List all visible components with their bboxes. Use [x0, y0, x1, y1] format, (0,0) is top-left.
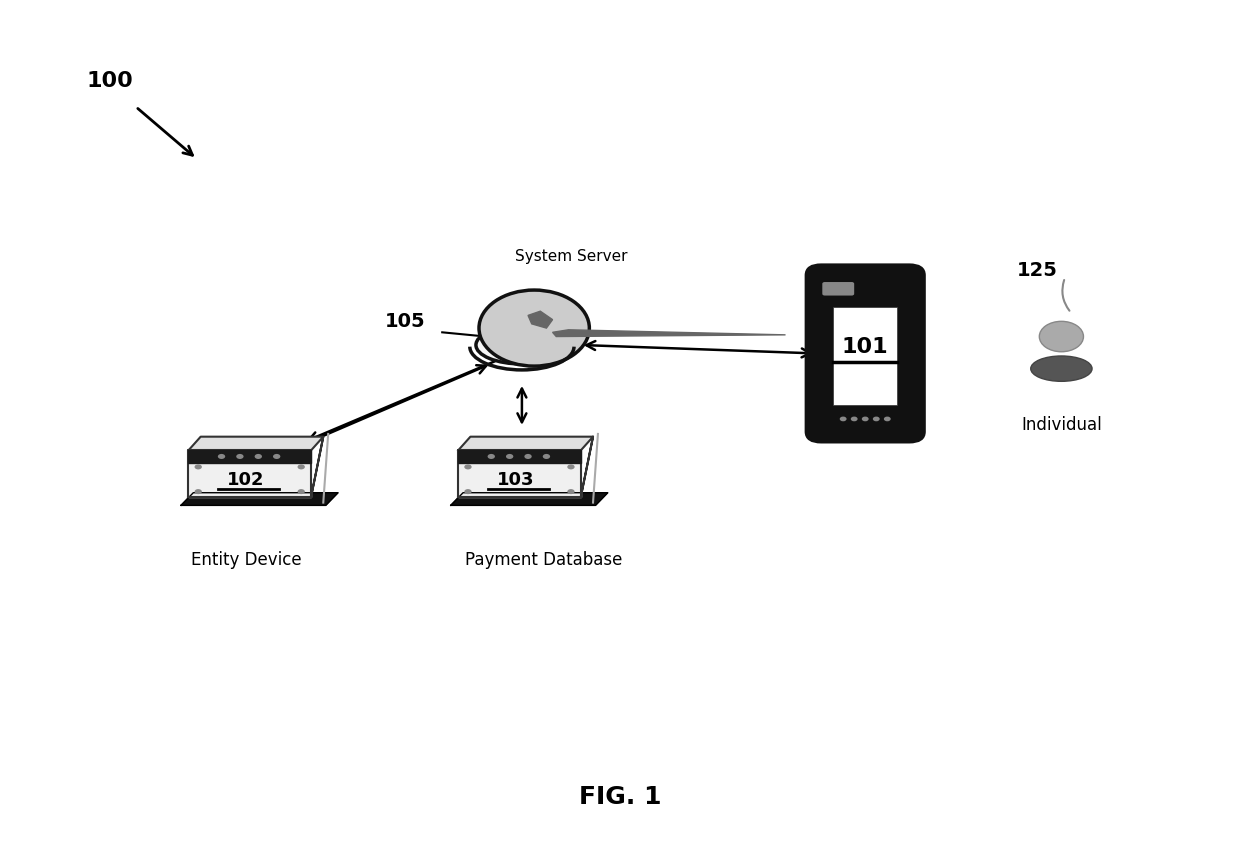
Polygon shape [451, 493, 608, 505]
Circle shape [254, 454, 262, 459]
Circle shape [567, 465, 574, 469]
Circle shape [851, 417, 858, 421]
Polygon shape [458, 436, 593, 450]
FancyBboxPatch shape [833, 307, 897, 405]
Circle shape [479, 290, 589, 366]
Polygon shape [188, 450, 311, 463]
Polygon shape [188, 450, 311, 497]
Circle shape [487, 454, 495, 459]
Polygon shape [458, 450, 580, 497]
Circle shape [195, 489, 202, 494]
Circle shape [862, 417, 869, 421]
Circle shape [839, 417, 847, 421]
Polygon shape [181, 493, 339, 505]
Circle shape [873, 417, 879, 421]
Circle shape [525, 454, 532, 459]
Text: FIG. 1: FIG. 1 [579, 785, 661, 809]
Text: 101: 101 [842, 337, 889, 356]
Circle shape [273, 454, 280, 459]
Text: Entity Device: Entity Device [191, 551, 301, 570]
Text: 100: 100 [87, 71, 134, 91]
Circle shape [543, 454, 551, 459]
Polygon shape [458, 450, 580, 463]
Text: 102: 102 [227, 472, 265, 490]
Polygon shape [580, 436, 593, 497]
Circle shape [298, 465, 305, 469]
Circle shape [237, 454, 243, 459]
Circle shape [884, 417, 890, 421]
Circle shape [567, 489, 574, 494]
Polygon shape [553, 330, 785, 337]
Text: 125: 125 [1017, 261, 1058, 280]
FancyBboxPatch shape [822, 282, 854, 295]
Circle shape [464, 465, 471, 469]
Text: 105: 105 [386, 312, 425, 331]
Circle shape [218, 454, 226, 459]
Circle shape [506, 454, 513, 459]
Ellipse shape [1030, 356, 1092, 381]
Text: System Server: System Server [515, 249, 627, 264]
Circle shape [195, 465, 202, 469]
FancyBboxPatch shape [806, 265, 924, 442]
Text: Payment Database: Payment Database [465, 551, 622, 570]
Circle shape [298, 489, 305, 494]
Polygon shape [188, 436, 324, 450]
Polygon shape [528, 311, 553, 328]
Text: 103: 103 [497, 472, 534, 490]
Text: Individual: Individual [1021, 417, 1102, 435]
Circle shape [1039, 321, 1084, 351]
Ellipse shape [476, 326, 568, 364]
Circle shape [464, 489, 471, 494]
Polygon shape [311, 436, 324, 497]
